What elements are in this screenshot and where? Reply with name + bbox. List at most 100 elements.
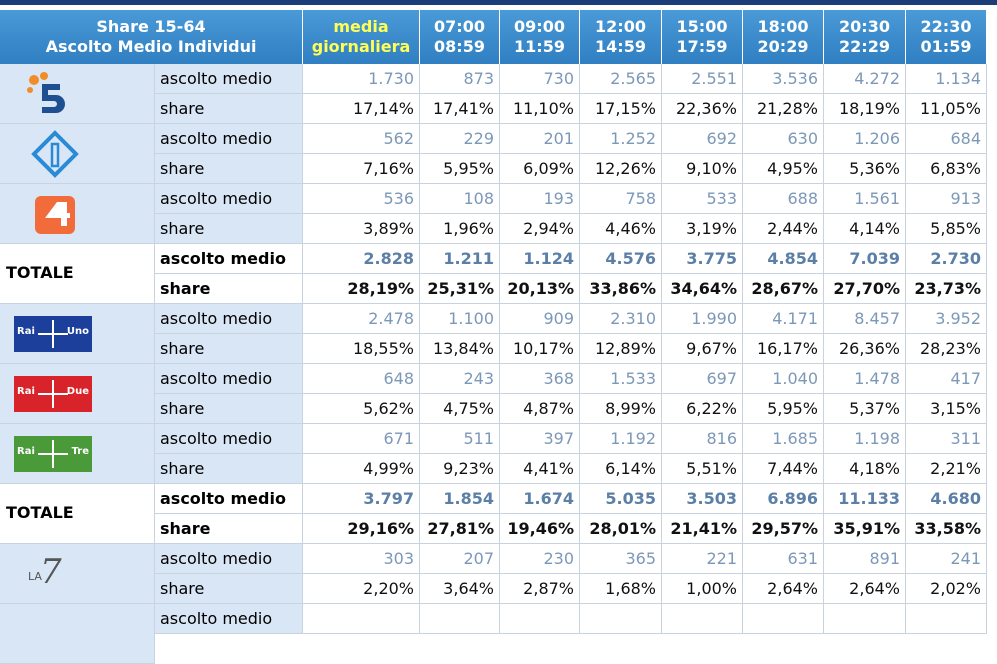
value-cell: 2,94% <box>500 214 580 244</box>
value-cell: 2.565 <box>580 64 662 94</box>
value-cell: 4.272 <box>824 64 906 94</box>
value-cell: 671 <box>303 424 420 454</box>
value-cell: 4.854 <box>743 244 824 274</box>
value-cell: 1.124 <box>500 244 580 274</box>
logo-rete4 <box>35 196 75 234</box>
row-label: ascolto medio <box>155 544 303 574</box>
column-header: 22:30 01:59 <box>906 10 987 64</box>
value-cell: 2,21% <box>906 454 987 484</box>
value-cell: 2,87% <box>500 574 580 604</box>
value-cell: 11,05% <box>906 94 987 124</box>
row-label: share <box>155 154 303 184</box>
value-cell: 3.797 <box>303 484 420 514</box>
header-line: Ascolto Medio Individui <box>45 37 257 56</box>
value-cell: 688 <box>743 184 824 214</box>
logo-rai: Rai Due <box>14 376 92 412</box>
value-cell: 873 <box>420 64 500 94</box>
value-cell: 229 <box>420 124 500 154</box>
header-line: 15:00 <box>676 17 728 36</box>
value-cell: 6.896 <box>743 484 824 514</box>
value-cell: 27,70% <box>824 274 906 304</box>
header-line: 11:59 <box>514 37 565 56</box>
header-line: giornaliera <box>311 37 411 56</box>
header-line: 17:59 <box>676 37 728 56</box>
value-cell: 1.730 <box>303 64 420 94</box>
logo-la7: LA 7 <box>28 552 78 592</box>
logo-cell <box>0 184 155 244</box>
header-line: 20:29 <box>757 37 809 56</box>
value-cell: 1.854 <box>420 484 500 514</box>
value-cell: 7.039 <box>824 244 906 274</box>
value-cell: 20,13% <box>500 274 580 304</box>
value-cell <box>906 604 987 634</box>
value-cell: 11,10% <box>500 94 580 124</box>
column-header: 12:00 14:59 <box>580 10 662 64</box>
logo-cell <box>0 64 155 124</box>
value-cell: 1.674 <box>500 484 580 514</box>
value-cell: 4,18% <box>824 454 906 484</box>
value-cell: 909 <box>500 304 580 334</box>
header-line: 09:00 <box>514 17 565 36</box>
value-cell: 758 <box>580 184 662 214</box>
value-cell: 6,83% <box>906 154 987 184</box>
header-title: Share 15-64 Ascolto Medio Individui <box>0 10 303 64</box>
logo-text: Due <box>66 386 89 397</box>
value-cell: 368 <box>500 364 580 394</box>
logo-rai: Rai Tre <box>14 436 92 472</box>
value-cell: 11.133 <box>824 484 906 514</box>
value-cell: 4.171 <box>743 304 824 334</box>
header-line: 14:59 <box>595 37 646 56</box>
value-cell: 28,19% <box>303 274 420 304</box>
value-cell: 6,09% <box>500 154 580 184</box>
value-cell: 19,46% <box>500 514 580 544</box>
row-label: share <box>155 274 303 304</box>
value-cell: 9,23% <box>420 454 500 484</box>
value-cell: 913 <box>906 184 987 214</box>
value-cell <box>500 604 580 634</box>
value-cell: 2.310 <box>580 304 662 334</box>
value-cell: 5,95% <box>420 154 500 184</box>
row-label: share <box>155 214 303 244</box>
value-cell: 5.035 <box>580 484 662 514</box>
row-label: share <box>155 454 303 484</box>
value-cell: 4,87% <box>500 394 580 424</box>
value-cell: 5,36% <box>824 154 906 184</box>
row-label: ascolto medio <box>155 184 303 214</box>
value-cell: 5,95% <box>743 394 824 424</box>
value-cell: 13,84% <box>420 334 500 364</box>
value-cell: 26,36% <box>824 334 906 364</box>
row-label: ascolto medio <box>155 424 303 454</box>
logo-star <box>38 453 68 455</box>
column-header: 20:30 22:29 <box>824 10 906 64</box>
value-cell: 697 <box>662 364 743 394</box>
value-cell: 5,62% <box>303 394 420 424</box>
logo-text: Tre <box>71 446 89 457</box>
value-cell: 28,67% <box>743 274 824 304</box>
value-cell: 28,01% <box>580 514 662 544</box>
value-cell: 1.990 <box>662 304 743 334</box>
row-label: share <box>155 94 303 124</box>
value-cell: 730 <box>500 64 580 94</box>
value-cell: 1,96% <box>420 214 500 244</box>
header-line: 08:59 <box>434 37 485 56</box>
value-cell: 3,15% <box>906 394 987 424</box>
logo-text: Rai <box>17 326 35 337</box>
logo-star <box>38 393 68 395</box>
value-cell: 1.211 <box>420 244 500 274</box>
value-cell: 4,75% <box>420 394 500 424</box>
value-cell: 1.206 <box>824 124 906 154</box>
value-cell: 28,23% <box>906 334 987 364</box>
value-cell: 8,99% <box>580 394 662 424</box>
row-label: ascolto medio <box>155 604 303 634</box>
value-cell: 22,36% <box>662 94 743 124</box>
logo-text: LA <box>28 570 42 583</box>
value-cell <box>662 604 743 634</box>
value-cell: 311 <box>906 424 987 454</box>
column-header: 15:00 17:59 <box>662 10 743 64</box>
value-cell: 3,89% <box>303 214 420 244</box>
value-cell: 4,46% <box>580 214 662 244</box>
total-label: TOTALE <box>0 484 155 544</box>
value-cell: 3.536 <box>743 64 824 94</box>
value-cell: 2.730 <box>906 244 987 274</box>
value-cell: 684 <box>906 124 987 154</box>
